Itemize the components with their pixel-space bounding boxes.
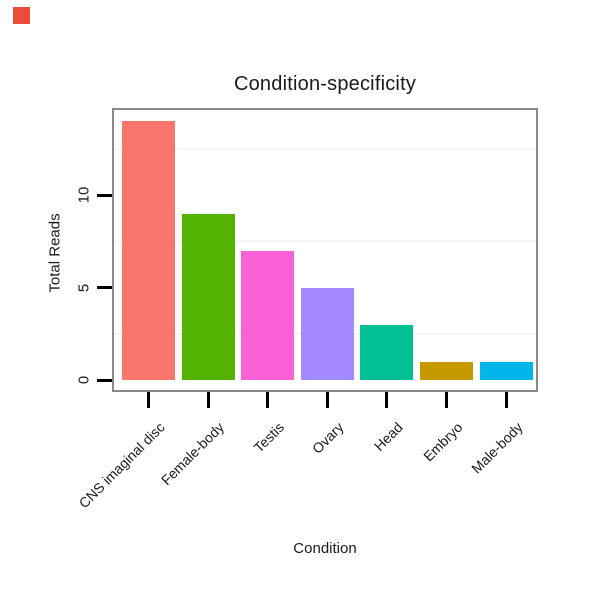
minor-gridline [114,240,536,243]
x-axis-tick [266,392,270,408]
bar-female-body [181,213,235,380]
x-axis-tick [445,392,448,408]
minor-gridline [114,147,536,150]
x-tick-label: Female-body [158,419,228,489]
x-tick-label: Head [371,419,407,454]
y-tick-label: 10 [75,186,93,204]
x-tick-label: Embryo [420,419,466,465]
y-axis-title: Total Reads [46,213,64,293]
x-tick-label: Male-body [467,419,526,477]
chart-title: Condition-specificity [233,73,417,95]
x-tick-label: Ovary [308,419,347,457]
red-corner-marker [13,7,30,24]
x-tick-label: CNS imaginal disc [75,419,168,512]
x-axis-tick [325,392,329,408]
x-axis-tick [147,392,150,408]
bar-testis [241,250,295,380]
x-axis-title: Condition [293,540,357,557]
y-tick-label: 5 [75,283,93,292]
y-axis-tick [97,286,112,289]
x-axis-tick [206,392,210,408]
plot-panel [112,108,538,392]
y-axis-tick [97,378,112,382]
bar-embryo [420,361,473,380]
y-axis-tick [97,193,112,197]
x-axis-tick [385,392,389,408]
bar-male-body [479,361,533,380]
bar-ovary [300,287,354,380]
bar-head [360,324,414,380]
bar-cns-imaginal-disc [122,121,175,380]
x-axis-tick [504,392,508,408]
x-tick-label: Testis [250,419,288,456]
y-tick-label: 0 [75,375,93,385]
